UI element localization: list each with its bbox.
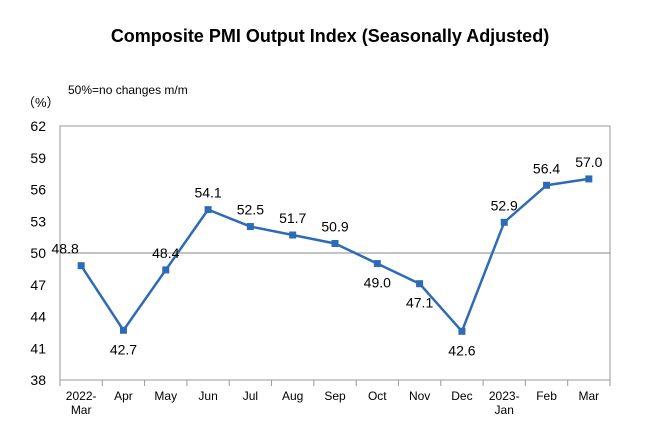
y-tick-label: 56 [30,182,46,198]
data-label: 49.0 [364,275,391,291]
data-label: 50.9 [321,218,348,234]
x-tick-label: Mar [579,389,600,403]
data-point [162,266,170,274]
data-point [373,260,381,268]
x-tick-label: Sep [324,389,346,403]
data-point [204,206,212,214]
x-tick-label: Aug [282,389,303,403]
data-point [500,218,508,226]
y-axis-unit: （%） [22,95,60,110]
data-label: 56.4 [533,160,560,176]
x-tick-label: Apr [114,389,133,403]
data-point [119,326,127,334]
data-label: 42.6 [448,342,475,358]
chart-title: Composite PMI Output Index (Seasonally A… [110,26,550,46]
data-point [77,262,85,270]
data-point [585,175,593,183]
data-label: 54.1 [194,185,221,201]
x-tick-label: May [154,389,177,403]
data-point [246,223,254,231]
x-tick-label: Dec [451,389,472,403]
baseline-note: 50%=no changes m/m [68,83,188,97]
data-point [458,327,466,335]
x-tick-label: 2023-Jan [489,389,520,417]
x-tick-label: Jul [243,389,258,403]
data-label: 47.1 [406,295,433,311]
y-tick-label: 50 [30,245,46,261]
y-tick-label: 59 [30,150,46,166]
data-label: 57.0 [575,154,602,170]
data-label: 42.7 [110,341,137,357]
x-tick-label: Feb [536,389,557,403]
data-point [543,181,551,189]
y-tick-label: 62 [30,118,46,134]
y-tick-label: 41 [30,340,46,356]
x-tick-label: Nov [409,389,430,403]
y-tick-label: 44 [30,309,46,325]
data-label: 51.7 [279,210,306,226]
y-tick-label: 38 [30,372,46,388]
y-tick-label: 47 [30,277,46,293]
y-tick-label: 53 [30,213,46,229]
x-tick-label: 2022-Mar [66,389,97,417]
data-point [331,239,339,247]
data-point [289,231,297,239]
data-label: 52.5 [237,202,264,218]
data-label: 52.9 [491,197,518,213]
data-point [416,280,424,288]
x-tick-label: Oct [368,389,387,403]
data-label: 48.4 [152,245,179,261]
data-label: 48.8 [52,241,79,257]
x-tick-label: Jun [198,389,217,403]
